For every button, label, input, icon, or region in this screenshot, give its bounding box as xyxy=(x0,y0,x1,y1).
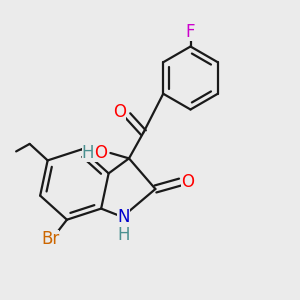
Text: Br: Br xyxy=(41,230,59,247)
Text: O: O xyxy=(94,144,107,162)
Text: N: N xyxy=(117,208,130,226)
Text: O: O xyxy=(113,103,127,121)
Text: H: H xyxy=(117,226,130,244)
Text: H: H xyxy=(82,144,94,162)
Text: F: F xyxy=(186,23,195,41)
Text: O: O xyxy=(181,173,194,191)
